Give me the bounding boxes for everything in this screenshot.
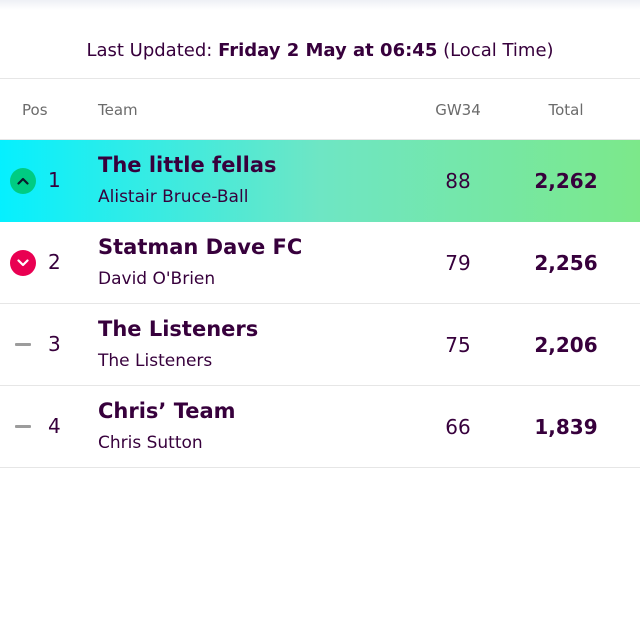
chevron-down-icon xyxy=(10,250,36,276)
top-shadow xyxy=(0,0,640,10)
total-points: 2,256 xyxy=(534,251,598,275)
manager-name: Chris Sutton xyxy=(98,433,203,453)
header-pos: Pos xyxy=(22,101,48,119)
position-number: 1 xyxy=(48,168,61,192)
position-number: 4 xyxy=(48,414,61,438)
total-points: 2,262 xyxy=(534,169,598,193)
dash-icon xyxy=(15,425,31,428)
last-updated-text: Last Updated: Friday 2 May at 06:45 (Loc… xyxy=(0,40,640,61)
position-number: 2 xyxy=(48,250,61,274)
last-updated-datetime: Friday 2 May at 06:45 xyxy=(218,40,438,61)
table-row[interactable]: 2 Statman Dave FC David O'Brien 79 2,256 xyxy=(0,222,640,304)
team-name-link[interactable]: The little fellas xyxy=(98,153,277,177)
last-updated-prefix: Last Updated: xyxy=(86,40,219,61)
dash-icon xyxy=(15,343,31,346)
table-row[interactable]: 3 The Listeners The Listeners 75 2,206 xyxy=(0,304,640,386)
position-number: 3 xyxy=(48,332,61,356)
table-row[interactable]: 4 Chris’ Team Chris Sutton 66 1,839 xyxy=(0,386,640,468)
header-total: Total xyxy=(548,101,584,119)
total-points: 2,206 xyxy=(534,333,598,357)
total-points: 1,839 xyxy=(534,415,598,439)
gameweek-points: 66 xyxy=(445,415,471,439)
last-updated-suffix: (Local Time) xyxy=(437,40,554,61)
header-team: Team xyxy=(98,101,138,119)
manager-name: David O'Brien xyxy=(98,269,216,289)
header-gw: GW34 xyxy=(435,101,481,119)
gameweek-points: 88 xyxy=(445,169,471,193)
chevron-up-icon xyxy=(10,168,36,194)
team-name-link[interactable]: Chris’ Team xyxy=(98,399,236,423)
gameweek-points: 79 xyxy=(445,251,471,275)
team-name-link[interactable]: Statman Dave FC xyxy=(98,235,303,259)
gameweek-points: 75 xyxy=(445,333,471,357)
table-header: Pos Team GW34 Total xyxy=(0,78,640,140)
team-name-link[interactable]: The Listeners xyxy=(98,317,259,341)
table-row[interactable]: 1 The little fellas Alistair Bruce-Ball … xyxy=(0,140,640,222)
manager-name: Alistair Bruce-Ball xyxy=(98,187,249,207)
manager-name: The Listeners xyxy=(98,351,213,371)
